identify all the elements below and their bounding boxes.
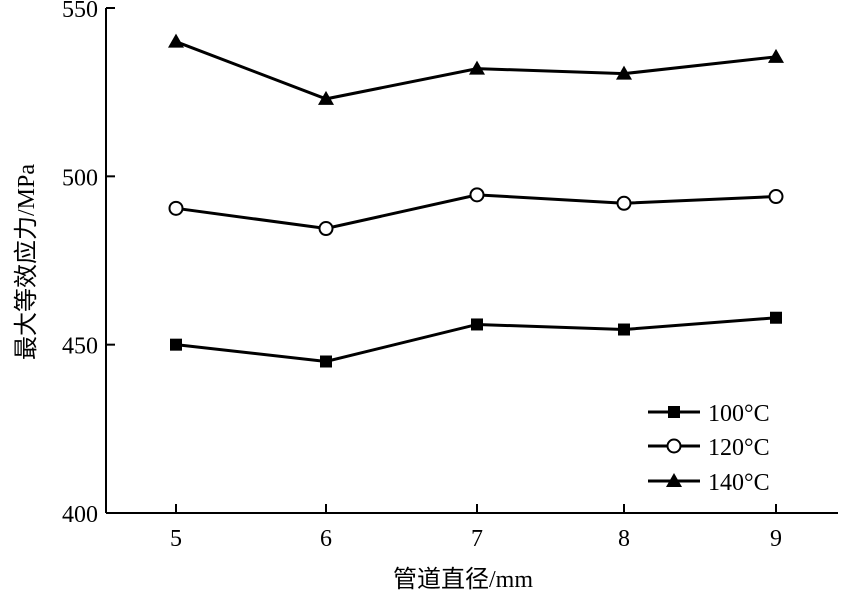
y-tick-label: 550: [62, 0, 98, 23]
legend-swatch-marker: [666, 438, 682, 454]
legend-item: 140°C: [648, 470, 770, 496]
data-point: [618, 323, 630, 336]
x-tick-label: 9: [770, 526, 782, 552]
x-axis-title: 管道直径/mm: [393, 566, 533, 593]
data-point: [168, 200, 184, 216]
data-point: [616, 65, 632, 80]
data-point: [770, 311, 782, 324]
x-tick-label: 8: [618, 526, 630, 552]
y-tick-label: 500: [62, 165, 98, 191]
legend-label: 140°C: [708, 470, 770, 496]
y-axis-title: 最大等效应力/MPa: [13, 164, 40, 360]
data-point: [170, 338, 182, 351]
data-point: [168, 33, 184, 48]
legend: 100°C 120°C 140°C: [648, 401, 770, 496]
axes: 400 450 500 550 5 6 7 8 9: [62, 0, 838, 552]
data-point: [768, 189, 784, 205]
data-point: [768, 48, 784, 63]
legend-item: 120°C: [648, 435, 770, 461]
x-tick-label: 7: [471, 526, 483, 552]
data-point: [318, 221, 334, 237]
y-tick-label: 450: [62, 334, 98, 360]
legend-swatch-marker: [668, 406, 680, 418]
data-point: [469, 60, 485, 75]
x-tick-label: 5: [170, 526, 182, 552]
series-1: [168, 187, 784, 237]
series-0: [170, 311, 782, 368]
data-point: [318, 90, 334, 105]
legend-swatch-marker: [666, 473, 682, 487]
data-point: [616, 195, 632, 211]
data-point: [469, 187, 485, 203]
x-tick-label: 6: [320, 526, 332, 552]
legend-item: 100°C: [648, 401, 770, 427]
y-tick-label: 400: [62, 502, 98, 528]
series-2: [168, 33, 784, 105]
series-layer: [168, 33, 784, 368]
legend-label: 120°C: [708, 435, 770, 461]
data-point: [320, 355, 332, 368]
data-point: [471, 318, 483, 331]
legend-label: 100°C: [708, 401, 770, 427]
